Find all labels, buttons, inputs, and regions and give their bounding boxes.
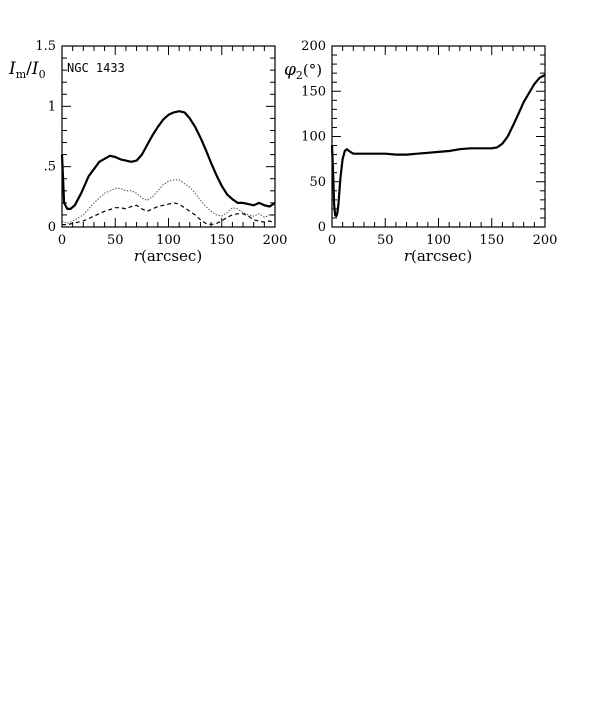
y-axis-label: Im/I0 <box>8 59 46 81</box>
tick-marks <box>61 45 276 228</box>
tick-labels: 0 50 100 150 200 0 50 100 150 200 <box>301 39 557 248</box>
galaxy-name-annotation: NGC 1433 <box>67 61 125 75</box>
series-line-dashed <box>62 202 276 226</box>
y-label-subscript: 2 <box>296 69 303 82</box>
x-tick-label: 0 <box>328 233 336 248</box>
series-lines <box>330 74 546 218</box>
x-tick-label: 200 <box>263 233 288 248</box>
tick-labels: 0 50 100 150 200 0 .5 1 1.5 <box>35 39 287 248</box>
x-label-unit: (arcsec) <box>411 247 472 265</box>
y-label-i-symbol-denominator: I <box>31 59 39 79</box>
y-tick-label: .5 <box>44 160 56 175</box>
x-axis-label: r(arcsec) <box>404 247 472 265</box>
y-axis-label: φ2(°) <box>284 60 322 82</box>
series-lines <box>60 110 276 226</box>
y-tick-label: 1.5 <box>35 39 56 54</box>
plot-frame <box>331 45 546 228</box>
y-label-i-symbol: I <box>8 59 16 79</box>
x-label-r-symbol: r <box>404 247 412 265</box>
y-tick-label: 1 <box>48 99 56 114</box>
y-tick-label: 100 <box>301 130 326 145</box>
x-tick-label: 150 <box>479 233 504 248</box>
x-tick-label: 100 <box>156 233 181 248</box>
series-line-dotted <box>61 179 276 224</box>
y-label-slash: / <box>26 59 32 79</box>
x-tick-label: 50 <box>377 233 394 248</box>
y-tick-label: 200 <box>301 39 326 54</box>
x-label-unit: (arcsec) <box>141 247 202 265</box>
y-tick-label: 50 <box>309 175 326 190</box>
y-label-unit: (°) <box>303 61 322 79</box>
y-label-phi-symbol: φ <box>284 60 296 80</box>
x-tick-label: 0 <box>58 233 66 248</box>
x-tick-label: 100 <box>426 233 451 248</box>
x-axis-label: r(arcsec) <box>134 247 202 265</box>
chart-panel-phase: 0 50 100 150 200 0 50 100 150 200 φ2(°) r(arcsec) <box>284 39 557 265</box>
y-label-zero-subscript: 0 <box>39 68 46 81</box>
y-tick-label: 150 <box>301 84 326 99</box>
series-line-solid-thick <box>60 110 276 210</box>
x-label-r-symbol: r <box>134 247 142 265</box>
tick-marks <box>331 45 546 228</box>
y-label-m-subscript: m <box>16 68 27 81</box>
series-line-solid-thick <box>330 74 546 218</box>
y-tick-label: 0 <box>48 220 56 235</box>
x-tick-label: 200 <box>533 233 558 248</box>
x-tick-label: 50 <box>107 233 124 248</box>
y-tick-label: 0 <box>318 220 326 235</box>
x-tick-label: 150 <box>209 233 234 248</box>
